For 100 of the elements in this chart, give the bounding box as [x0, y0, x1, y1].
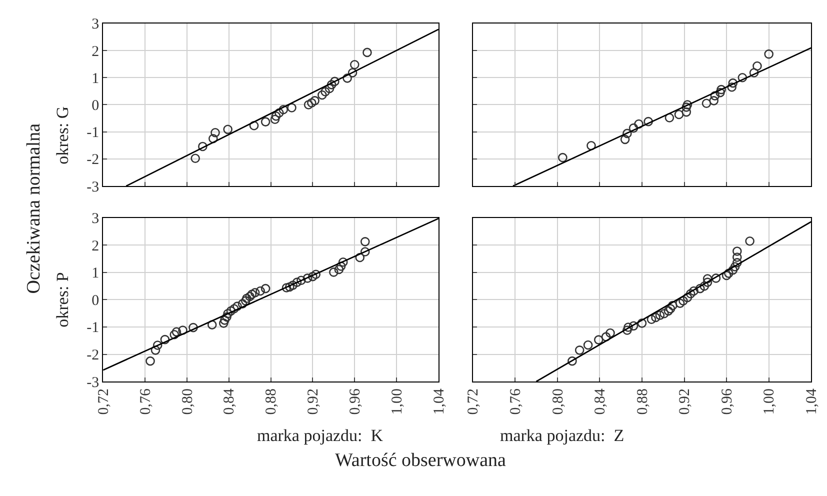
point	[208, 134, 218, 144]
y-tick-label: 3	[92, 211, 100, 228]
point	[249, 120, 259, 130]
point	[655, 310, 665, 320]
point	[260, 117, 270, 126]
x-tick-label: 0,84	[592, 388, 609, 415]
point	[336, 262, 346, 271]
x-tick-label: 1,04	[804, 388, 820, 415]
point	[350, 60, 360, 70]
x-tick-label: 0,96	[719, 388, 736, 415]
point	[664, 306, 674, 316]
point	[651, 312, 660, 322]
point	[348, 68, 358, 78]
point	[247, 290, 257, 299]
point	[710, 91, 720, 100]
x-tick-label: 0,88	[264, 388, 280, 415]
x-tick-label: 0,76	[508, 388, 524, 415]
x-tick-label: 0,84	[222, 388, 238, 415]
point	[360, 247, 370, 256]
x-tick-label: 0,80	[550, 388, 566, 415]
x-tick-label: 0,92	[306, 388, 322, 415]
point	[722, 270, 732, 280]
point	[686, 289, 696, 298]
point	[622, 128, 632, 138]
y-tick-label: -1	[86, 125, 100, 142]
y-axis-title: okres: G	[52, 106, 72, 164]
point	[226, 306, 236, 316]
point	[178, 326, 188, 335]
point	[620, 134, 630, 144]
y-tick-label: -3	[86, 374, 100, 391]
point	[749, 68, 759, 78]
point	[320, 87, 330, 96]
point	[606, 328, 615, 338]
y-axis-title: okres: P	[52, 272, 72, 328]
point	[232, 302, 242, 311]
point	[304, 100, 314, 110]
point	[594, 335, 604, 344]
point	[308, 272, 318, 282]
point	[242, 294, 252, 304]
point	[223, 124, 232, 134]
y-tick-label: -2	[86, 152, 100, 168]
y-tick-label: 1	[92, 266, 100, 282]
point	[207, 320, 217, 330]
point	[342, 74, 352, 83]
point	[583, 340, 593, 350]
x-tick-label: 0,72	[96, 388, 112, 415]
y-tick-label: 1	[92, 70, 100, 87]
point	[285, 282, 294, 292]
point	[250, 288, 260, 298]
point	[220, 316, 230, 325]
point	[338, 257, 348, 267]
point	[287, 103, 296, 112]
point	[668, 300, 678, 310]
x-tick-label: 0,72	[466, 388, 482, 415]
point	[674, 110, 684, 120]
point	[190, 154, 200, 164]
point	[282, 283, 292, 292]
point	[682, 102, 692, 112]
x-axis-title: marka pojazdu: Z	[500, 426, 624, 445]
point	[329, 268, 338, 277]
point	[229, 304, 239, 314]
point	[628, 123, 638, 133]
point	[241, 296, 250, 306]
point	[318, 90, 327, 100]
point	[146, 356, 155, 366]
x-tick-label: 0,96	[348, 388, 364, 415]
point	[360, 237, 370, 246]
point	[745, 236, 754, 246]
point	[152, 340, 162, 350]
point	[568, 356, 577, 366]
point	[682, 107, 692, 117]
point	[256, 286, 265, 296]
point	[702, 274, 712, 284]
y-tick-label: -1	[86, 320, 100, 336]
x-tick-label: 0,80	[180, 388, 196, 415]
point	[702, 98, 712, 108]
point	[634, 119, 644, 129]
point	[188, 322, 198, 332]
point	[711, 274, 721, 283]
point	[310, 96, 320, 106]
point	[666, 304, 676, 314]
y-tick-label: 2	[92, 238, 100, 254]
point	[727, 82, 736, 92]
point	[160, 334, 170, 344]
point	[730, 262, 740, 272]
point	[172, 327, 182, 337]
point	[678, 296, 688, 306]
y-tick-label: 2	[92, 44, 100, 60]
point	[274, 108, 284, 118]
point	[689, 286, 698, 296]
point	[628, 321, 638, 331]
y-tick-label: 0	[92, 292, 100, 309]
point	[624, 322, 633, 332]
x-tick-label: 1,00	[389, 388, 406, 415]
point	[278, 104, 288, 114]
point	[702, 278, 712, 287]
point	[728, 265, 738, 275]
point	[646, 314, 656, 324]
point	[700, 281, 709, 291]
point	[210, 128, 220, 138]
